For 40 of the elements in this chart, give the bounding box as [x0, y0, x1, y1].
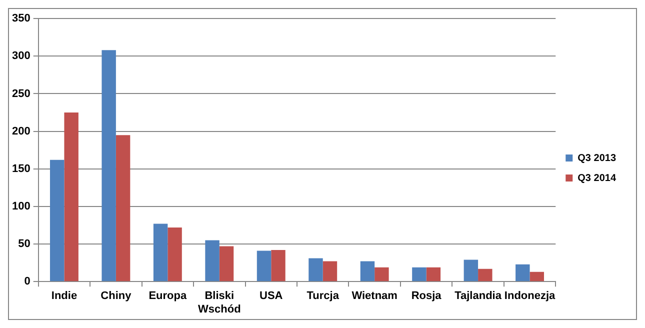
- bar: [50, 160, 64, 282]
- x-tick-label: Tajlandia: [454, 290, 502, 302]
- x-tick-label: Rosja: [411, 290, 442, 302]
- y-tick-label: 0: [24, 276, 30, 288]
- y-tick-label: 300: [12, 50, 30, 62]
- bar: [256, 250, 272, 282]
- x-tick-label: Turcja: [306, 290, 340, 302]
- bar: [464, 260, 478, 282]
- bar: [219, 246, 234, 282]
- y-tick-label: 200: [12, 125, 30, 138]
- y-tick-label: 150: [12, 162, 30, 175]
- bar: [412, 267, 426, 282]
- bar: [102, 50, 116, 282]
- bar: [308, 258, 323, 282]
- x-tick-label: Bliski Wschód: [198, 290, 241, 316]
- bar: [153, 224, 168, 282]
- x-tick-label: Chiny: [100, 290, 132, 302]
- bar: [374, 267, 389, 282]
- y-tick-label: 250: [12, 88, 30, 100]
- y-tick-label: 50: [18, 238, 30, 250]
- bar: [271, 250, 286, 282]
- y-tick-label: 350: [12, 12, 30, 25]
- legend-label: Q3 2014: [578, 172, 616, 184]
- bar: [116, 135, 130, 282]
- x-tick-label: Indonezja: [504, 290, 556, 302]
- bar: [360, 261, 375, 282]
- x-tick-label: Wietnam: [352, 290, 398, 302]
- bar: [64, 112, 78, 282]
- bar: [478, 268, 492, 282]
- x-tick-label: USA: [260, 290, 283, 302]
- y-tick-label: 100: [12, 200, 30, 212]
- bar: [516, 264, 530, 282]
- bar: [322, 261, 338, 282]
- x-tick-label: Indie: [51, 290, 78, 302]
- x-tick-label: Europa: [148, 290, 188, 302]
- bar: [168, 227, 182, 282]
- bar: [426, 267, 441, 282]
- legend-label: Q3 2013: [578, 152, 616, 164]
- bar: [205, 240, 220, 282]
- bar: [530, 272, 544, 282]
